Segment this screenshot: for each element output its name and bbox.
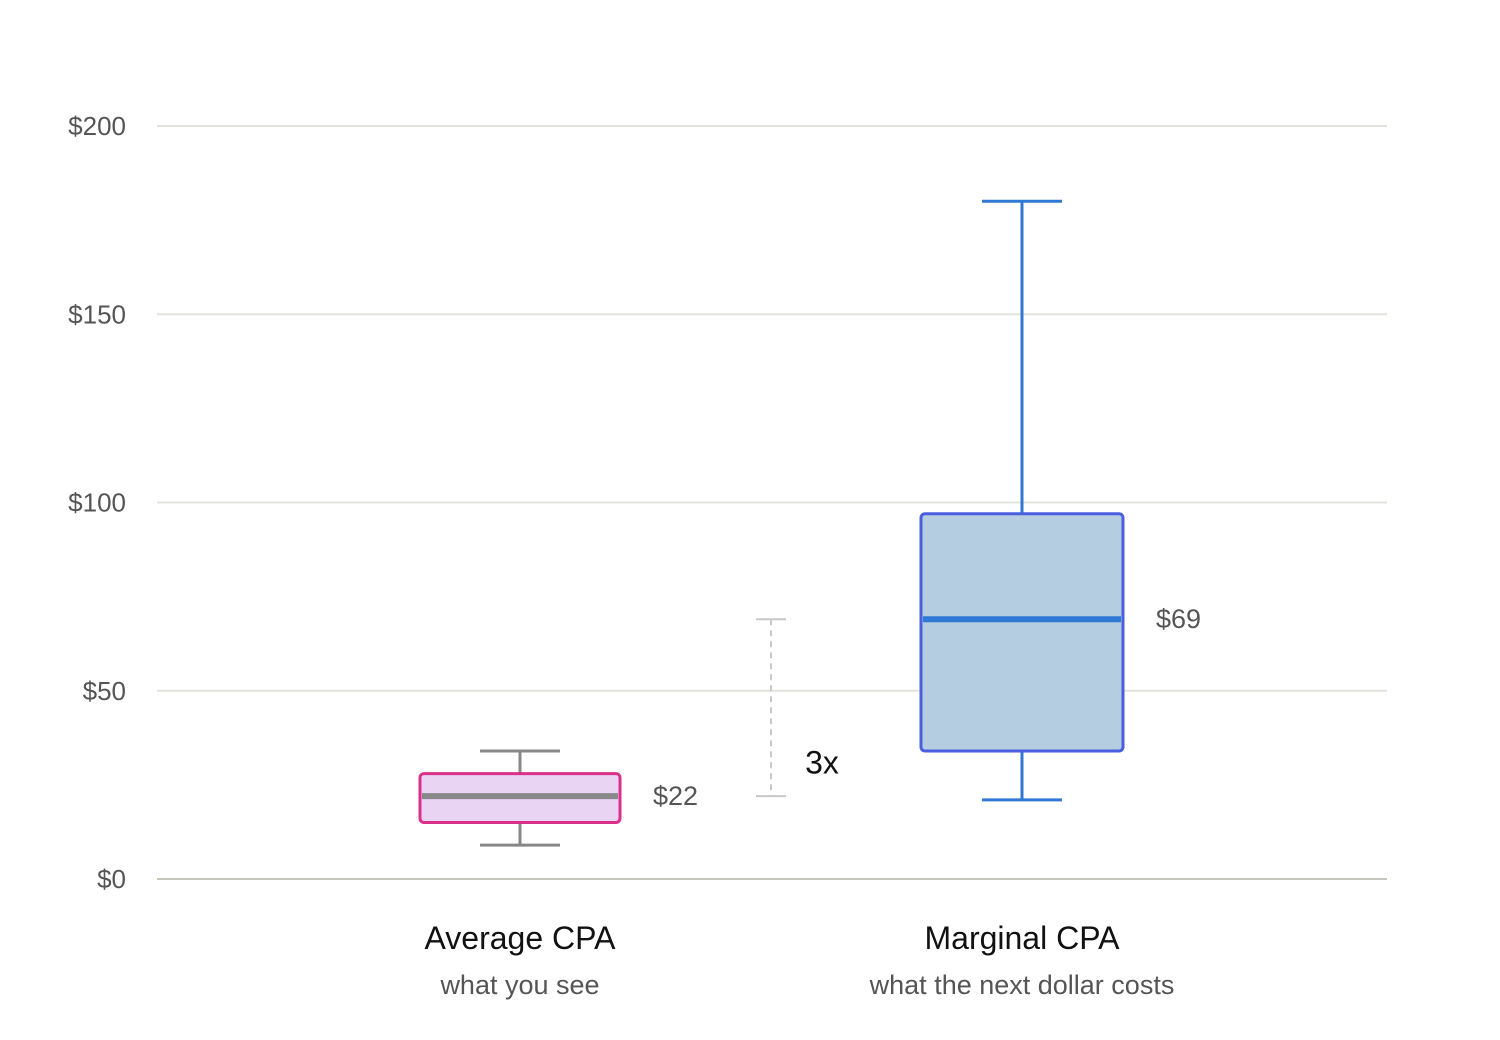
y-tick-label: $50: [83, 676, 126, 706]
median-value-label: $69: [1156, 604, 1201, 634]
median-value-label: $22: [653, 781, 698, 811]
category-sublabel: what the next dollar costs: [869, 970, 1175, 1000]
y-tick-label: $100: [68, 488, 126, 518]
category-label: Marginal CPA: [924, 920, 1120, 956]
y-tick-label: $150: [68, 299, 126, 329]
category-label: Average CPA: [425, 920, 617, 956]
ratio-label: 3x: [805, 745, 839, 781]
box-average-cpa: $22: [418, 749, 698, 847]
category-sublabel: what you see: [439, 970, 599, 1000]
y-axis: $0 $50 $100 $150 $200: [68, 111, 126, 894]
grid-layer: [157, 125, 1387, 880]
y-tick-label: $0: [97, 864, 126, 894]
ratio-annotation: 3x: [756, 618, 853, 798]
ratio-label-background: [795, 736, 853, 789]
box-marginal-cpa: $69: [919, 199, 1201, 802]
y-tick-label: $200: [68, 111, 126, 141]
iqr-box: [919, 512, 1125, 753]
x-axis: Average CPA what you see Marginal CPA what …: [425, 920, 1175, 1000]
box-plot-layer: $22 $69: [418, 199, 1201, 847]
